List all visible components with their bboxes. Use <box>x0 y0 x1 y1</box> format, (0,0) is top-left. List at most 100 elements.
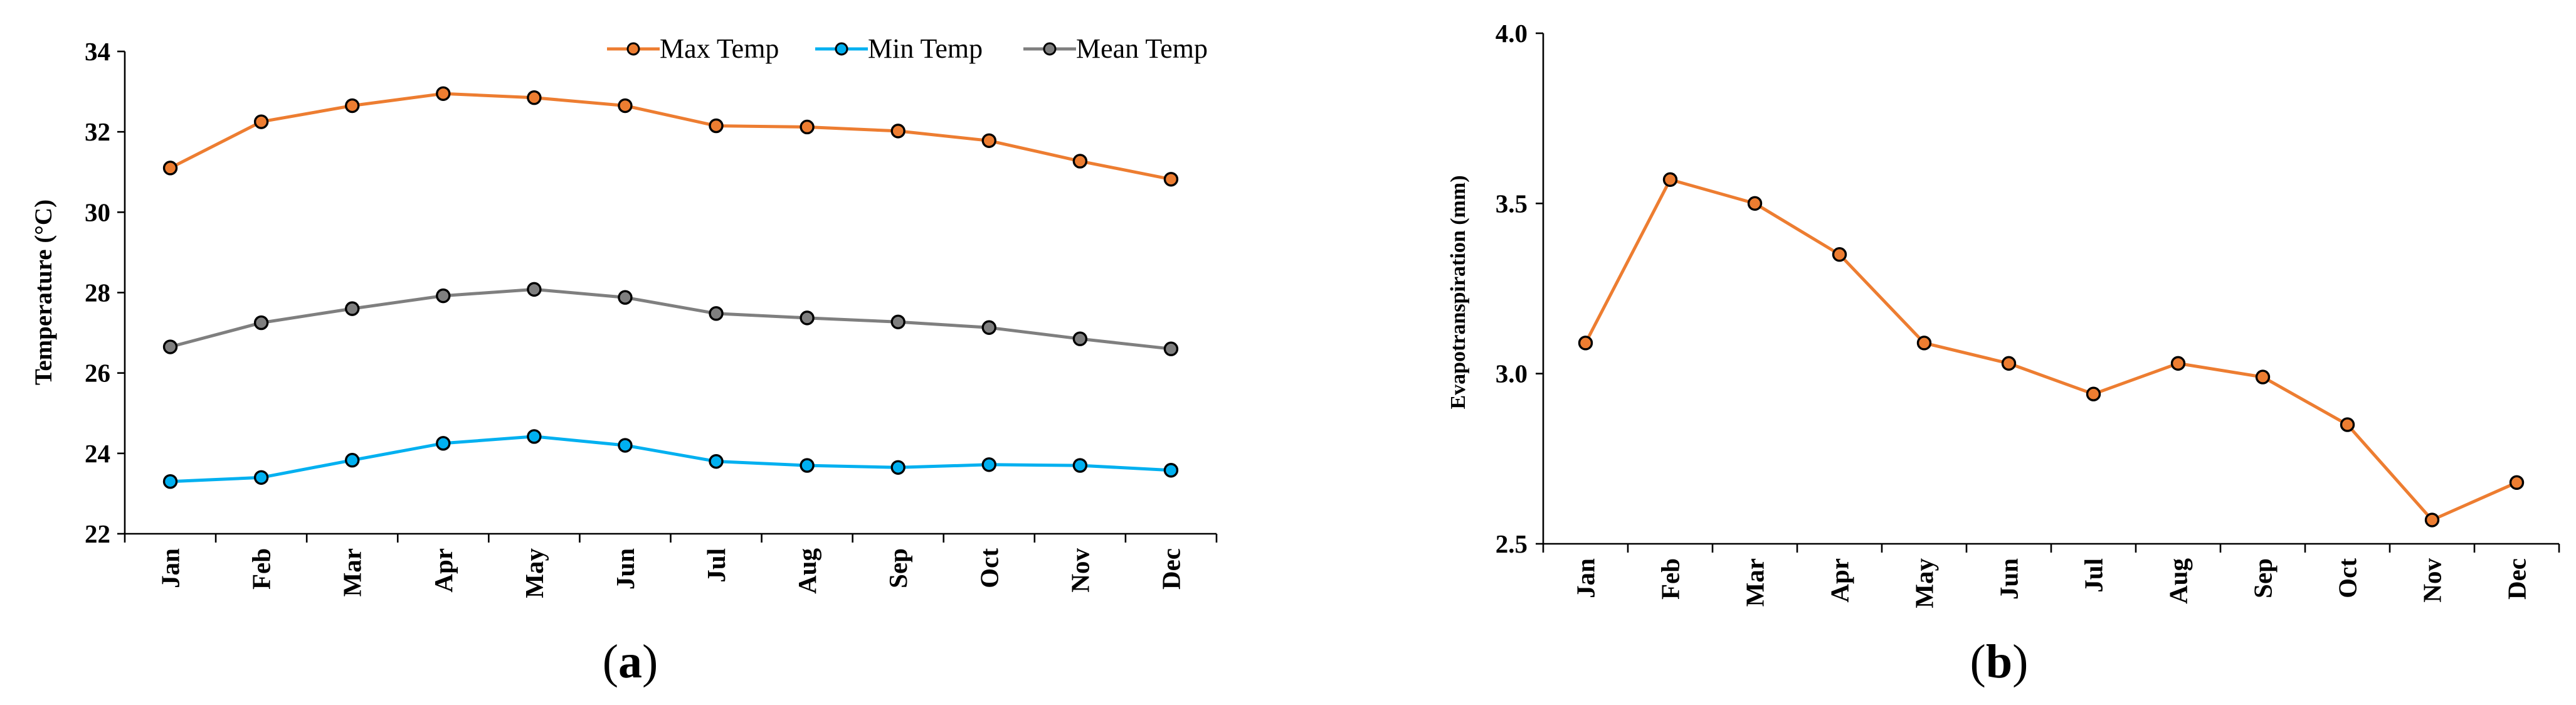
panel-b-x-tick-label-mar: Mar <box>1741 558 1770 607</box>
panel-a-x-tick-label-jul: Jul <box>702 548 731 583</box>
panel-a-x-tick-label-feb: Feb <box>247 548 276 590</box>
panel-a-y-axis-label: Temperature (°C) <box>30 199 57 385</box>
legend-item-min-temp: Min Temp <box>815 33 983 64</box>
data-point-evapotranspiration-dec <box>2509 475 2525 490</box>
legend-marker-min-temp <box>835 42 848 56</box>
legend-marker-max-temp <box>626 42 640 56</box>
data-point-mean-temp-jul <box>709 306 724 321</box>
data-point-min-temp-sep <box>890 460 905 475</box>
panel-b-x-tick-label-may: May <box>1910 558 1939 608</box>
data-point-max-temp-oct <box>981 133 996 148</box>
data-point-min-temp-oct <box>981 457 996 472</box>
panel-a-x-tick-label-apr: Apr <box>429 548 458 593</box>
data-point-mean-temp-aug <box>800 310 815 326</box>
panel-a-y-tick-label: 30 <box>85 198 110 226</box>
data-point-evapotranspiration-jul <box>2086 386 2101 401</box>
data-point-evapotranspiration-oct <box>2340 417 2355 432</box>
panel-b-evapotranspiration-chart: 2.5 3.0 3.5 4.0 Jan Feb Mar Apr May Jun Jul Aug Sep… <box>1447 19 2560 688</box>
data-point-max-temp-aug <box>800 119 815 135</box>
data-point-evapotranspiration-nov <box>2424 512 2440 527</box>
data-point-mean-temp-jan <box>162 339 178 354</box>
panel-b-x-tick-label-jun: Jun <box>1995 558 2024 600</box>
data-point-max-temp-jul <box>709 118 724 134</box>
data-point-max-temp-feb <box>253 114 269 129</box>
panel-a-y-tick-label: 26 <box>85 359 110 388</box>
panel-a-x-tick-label-jan: Jan <box>156 548 185 588</box>
panel-b-x-tick-label-feb: Feb <box>1656 558 1685 600</box>
data-point-mean-temp-may <box>527 282 542 297</box>
panel-b-x-tick-label-aug: Aug <box>2164 558 2193 604</box>
series-line-mean-temp <box>169 287 1171 351</box>
data-point-mean-temp-jun <box>618 290 633 305</box>
panel-a-series <box>162 86 1179 489</box>
data-point-min-temp-apr <box>436 436 451 451</box>
panel-b-x-tick-label-jul: Jul <box>2079 558 2108 593</box>
data-point-evapotranspiration-apr <box>1832 247 1847 262</box>
data-point-max-temp-apr <box>436 86 451 101</box>
panel-b-x-tick-label-nov: Nov <box>2418 558 2447 603</box>
legend-item-mean-temp: Mean Temp <box>1023 33 1208 64</box>
panel-a-x-tick-label-dec: Dec <box>1156 548 1185 590</box>
panel-b-x-ticks: Jan Feb Mar Apr May Jun Jul Aug Sep Oct Nov Dec <box>1542 544 2560 608</box>
series-line-min-temp <box>170 435 1171 484</box>
panel-a-x-tick-label-mar: Mar <box>338 548 367 596</box>
panel-a-y-tick-label: 28 <box>85 278 110 307</box>
panel-a-x-tick-label-may: May <box>520 548 549 598</box>
data-point-mean-temp-nov <box>1072 331 1088 346</box>
data-point-max-temp-may <box>527 90 542 105</box>
panel-b-y-ticks: 2.5 3.0 3.5 4.0 <box>1496 19 1543 558</box>
panel-b-y-axis-label: Evapotranspiration (mm) <box>1447 175 1470 409</box>
panel-a-x-tick-label-jun: Jun <box>611 548 640 590</box>
panel-a-temperature-chart: 22 24 26 28 30 32 34 Jan Feb Mar Apr May Jun Jul Aug S… <box>30 33 1218 688</box>
panel-b-x-tick-label-sep: Sep <box>2249 558 2278 598</box>
data-point-evapotranspiration-jun <box>2001 356 2017 371</box>
panel-a-y-tick-label: 24 <box>85 439 110 468</box>
data-point-mean-temp-dec <box>1163 341 1179 356</box>
data-point-min-temp-nov <box>1072 458 1088 473</box>
data-point-evapotranspiration-jan <box>1578 336 1593 351</box>
data-point-evapotranspiration-feb <box>1662 172 1678 188</box>
legend-marker-mean-temp <box>1043 42 1057 56</box>
series-line-max-temp <box>169 92 1171 181</box>
data-point-evapotranspiration-may <box>1916 336 1932 351</box>
data-point-mean-temp-sep <box>890 314 905 329</box>
panel-b-x-tick-label-oct: Oct <box>2333 558 2362 598</box>
data-point-min-temp-dec <box>1163 463 1179 478</box>
data-point-min-temp-aug <box>800 458 815 473</box>
data-point-mean-temp-feb <box>253 315 269 331</box>
series-line-evapotranspiration <box>1584 178 2518 522</box>
data-point-max-temp-sep <box>890 124 905 139</box>
panel-a-y-ticks: 22 24 26 28 30 32 34 <box>85 37 125 548</box>
panel-b-x-tick-label-jan: Jan <box>1571 558 1600 598</box>
panel-a-caption: (a) <box>603 635 658 688</box>
data-point-min-temp-jun <box>618 438 633 453</box>
data-point-max-temp-jun <box>618 98 633 114</box>
data-point-max-temp-nov <box>1072 154 1088 169</box>
panel-b-x-tick-label-apr: Apr <box>1825 558 1854 603</box>
data-point-evapotranspiration-mar <box>1747 196 1763 211</box>
data-point-evapotranspiration-aug <box>2170 356 2186 371</box>
data-point-min-temp-mar <box>345 453 360 468</box>
data-point-mean-temp-mar <box>345 301 360 316</box>
data-point-max-temp-jan <box>162 161 178 176</box>
data-point-mean-temp-apr <box>436 288 451 304</box>
data-point-max-temp-dec <box>1163 172 1179 187</box>
panel-b-y-tick-label: 3.5 <box>1496 189 1528 218</box>
data-point-min-temp-jul <box>709 453 724 469</box>
panel-a-x-tick-label-nov: Nov <box>1065 548 1094 593</box>
panel-a-x-tick-label-sep: Sep <box>884 548 912 588</box>
panel-a-y-tick-label: 34 <box>85 37 110 66</box>
panel-a-y-tick-label: 32 <box>85 117 110 146</box>
data-point-min-temp-feb <box>253 470 269 485</box>
panel-a-x-ticks: Jan Feb Mar Apr May Jun Jul Aug Sep Oct Nov Dec <box>124 534 1218 598</box>
data-point-mean-temp-oct <box>981 320 996 335</box>
panel-b-caption: (b) <box>1970 635 2029 688</box>
panel-b-caption-letter: b <box>1986 635 2012 688</box>
data-point-evapotranspiration-sep <box>2255 369 2271 384</box>
panel-b-y-tick-label: 4.0 <box>1496 19 1528 48</box>
legend-label-max-temp: Max Temp <box>660 33 779 64</box>
panel-a-legend: Max Temp Min Temp Mean Temp <box>607 33 1208 64</box>
data-point-max-temp-mar <box>345 98 360 114</box>
panel-b-y-tick-label: 2.5 <box>1496 529 1528 558</box>
panel-a-y-tick-label: 22 <box>85 519 110 548</box>
